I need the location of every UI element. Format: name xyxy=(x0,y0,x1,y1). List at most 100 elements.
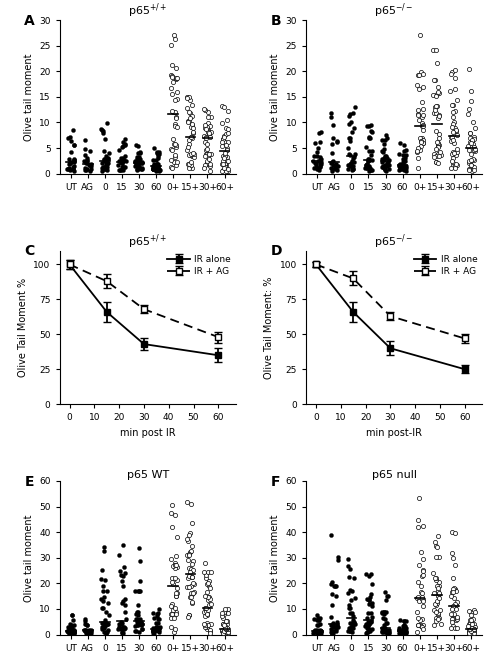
Point xyxy=(224,165,232,176)
Point xyxy=(383,591,391,601)
Point xyxy=(317,626,325,637)
Point xyxy=(206,160,214,171)
Point xyxy=(449,112,457,123)
Point xyxy=(67,627,75,637)
Point xyxy=(346,618,354,629)
Point xyxy=(155,624,163,635)
Point xyxy=(204,605,212,615)
Point xyxy=(218,159,226,170)
Point xyxy=(118,627,126,637)
Point xyxy=(119,622,127,633)
Point xyxy=(188,541,196,552)
Point xyxy=(83,625,90,636)
Point xyxy=(449,601,457,611)
Point xyxy=(67,158,75,169)
Point xyxy=(435,140,443,150)
Point xyxy=(65,627,73,637)
Point xyxy=(381,614,389,625)
Point xyxy=(345,149,353,160)
Point xyxy=(70,627,78,638)
Point xyxy=(434,149,442,160)
Point xyxy=(329,626,337,637)
Point xyxy=(417,67,425,77)
Point xyxy=(167,162,175,173)
Point xyxy=(135,585,143,596)
Point xyxy=(68,627,76,638)
Point xyxy=(65,159,73,170)
Point xyxy=(365,595,373,605)
Point xyxy=(311,626,319,637)
Text: F: F xyxy=(271,475,280,489)
Point xyxy=(224,625,232,635)
Point xyxy=(206,594,214,605)
Point xyxy=(67,620,75,631)
Point xyxy=(69,162,77,172)
Point xyxy=(400,145,408,156)
Point xyxy=(367,126,375,136)
Point xyxy=(103,619,111,629)
Point xyxy=(70,161,78,172)
Point xyxy=(153,146,161,157)
Point xyxy=(468,136,476,146)
Point xyxy=(344,164,352,174)
Point xyxy=(98,124,106,135)
Point xyxy=(172,142,180,153)
Point xyxy=(382,130,390,140)
Point xyxy=(207,126,215,137)
Point xyxy=(119,580,127,591)
Point xyxy=(200,619,208,629)
Y-axis label: Olive Tail Moment: %: Olive Tail Moment: % xyxy=(264,276,274,379)
Point xyxy=(350,617,358,627)
Point xyxy=(154,625,162,635)
Point xyxy=(186,547,194,558)
Point xyxy=(172,72,180,83)
Point xyxy=(171,63,179,73)
Point xyxy=(429,45,437,55)
Point xyxy=(154,148,162,158)
Point xyxy=(367,165,375,176)
Point xyxy=(100,623,108,633)
Point xyxy=(447,69,455,79)
Point xyxy=(121,150,129,161)
Point xyxy=(203,610,211,621)
Point xyxy=(189,587,197,598)
Point xyxy=(185,106,193,117)
Point xyxy=(155,627,163,637)
Point xyxy=(83,158,90,168)
Point xyxy=(120,624,128,635)
Point xyxy=(187,592,195,603)
Point xyxy=(70,628,78,639)
Point xyxy=(69,626,77,637)
Point xyxy=(136,148,144,159)
Point xyxy=(218,165,226,176)
Point xyxy=(119,164,127,175)
Point xyxy=(149,626,157,637)
Point xyxy=(117,617,125,628)
Point xyxy=(347,165,355,176)
Point xyxy=(117,152,125,163)
Point xyxy=(362,142,370,152)
Point xyxy=(310,628,318,639)
Point xyxy=(403,162,411,173)
Point xyxy=(471,154,479,165)
Point xyxy=(189,128,197,138)
Point xyxy=(81,626,89,637)
Point xyxy=(332,624,340,635)
Point xyxy=(433,542,441,552)
Point xyxy=(171,150,179,160)
Point xyxy=(219,140,227,151)
Point xyxy=(433,88,441,99)
Point xyxy=(220,152,228,163)
Point xyxy=(379,160,387,171)
Point xyxy=(189,578,197,589)
Point xyxy=(169,605,177,615)
Point xyxy=(470,162,478,172)
Point xyxy=(117,156,125,167)
Point xyxy=(135,543,143,554)
Point xyxy=(434,610,442,621)
Point xyxy=(70,627,78,637)
Point xyxy=(330,120,337,130)
Point xyxy=(119,570,127,581)
Point xyxy=(172,582,180,593)
Point xyxy=(153,608,161,619)
